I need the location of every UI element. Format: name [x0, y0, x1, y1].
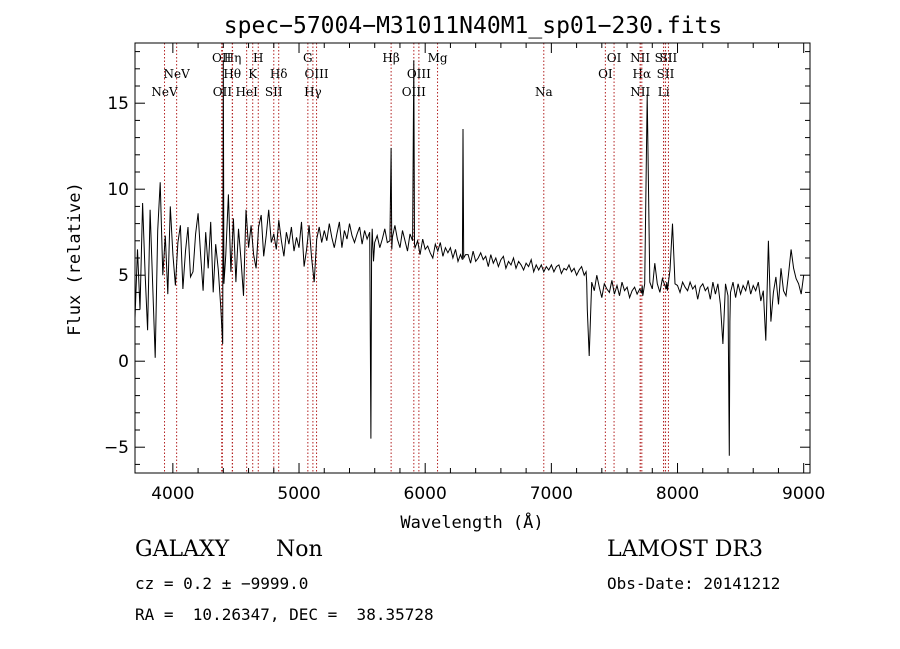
y-tick-label: 10 — [107, 180, 129, 200]
object-class: GALAXY — [135, 537, 230, 562]
y-tick-label: 15 — [107, 94, 129, 114]
line-label: NeV — [163, 67, 190, 81]
y-axis: −5 0 5 10 15 — [104, 51, 810, 465]
line-label: Mg — [428, 51, 448, 65]
line-label: H — [253, 51, 263, 65]
line-label: OI — [598, 67, 613, 81]
line-label: Hδ — [270, 67, 288, 81]
line-label: Hα — [633, 67, 652, 81]
line-label: OIII — [407, 67, 431, 81]
x-tick-label: 7000 — [530, 484, 573, 504]
y-tick-label: 0 — [118, 352, 129, 372]
plot-area — [134, 60, 805, 456]
x-tick-label: 4000 — [151, 484, 194, 504]
object-subclass: Non — [276, 537, 323, 562]
line-label: OII — [212, 51, 232, 65]
line-label: Hθ — [223, 67, 241, 81]
x-axis: 4000 5000 6000 7000 8000 9000 — [151, 43, 825, 504]
y-axis-label: Flux (relative) — [65, 182, 85, 336]
x-tick-label: 9000 — [782, 484, 825, 504]
line-label: HeI — [236, 85, 259, 99]
line-label: SII — [660, 51, 678, 65]
y-tick-label: 5 — [118, 266, 129, 286]
radec-text: RA = 10.26347, DEC = 38.35728 — [135, 605, 434, 624]
obs-date-text: Obs-Date: 20141212 — [607, 574, 781, 593]
line-label: OII — [213, 85, 233, 99]
plot-frame — [134, 42, 811, 474]
line-label: OIII — [305, 67, 329, 81]
x-tick-label: 5000 — [277, 484, 320, 504]
line-label: NeV — [151, 85, 178, 99]
redshift-text: cz = 0.2 ± −9999.0 — [135, 574, 309, 593]
line-label: NII — [630, 85, 650, 99]
y-tick-label: −5 — [104, 438, 129, 458]
line-label: G — [303, 51, 313, 65]
x-tick-label: 6000 — [404, 484, 447, 504]
x-axis-label: Wavelength (Å) — [400, 511, 543, 533]
line-label: OI — [607, 51, 622, 65]
line-label: SII — [265, 85, 283, 99]
chart-title: spec−57004−M31011N40M1_sp01−230.fits — [224, 13, 723, 39]
line-label: Hγ — [304, 85, 322, 99]
line-label: Hβ — [382, 51, 399, 65]
spectrum-flux-line — [134, 60, 805, 456]
x-tick-label: 8000 — [656, 484, 699, 504]
line-label: SII — [657, 67, 675, 81]
line-label: K — [248, 67, 258, 81]
line-label: Li — [658, 85, 670, 99]
survey-name: LAMOST DR3 — [607, 537, 763, 562]
line-label: Na — [535, 85, 553, 99]
